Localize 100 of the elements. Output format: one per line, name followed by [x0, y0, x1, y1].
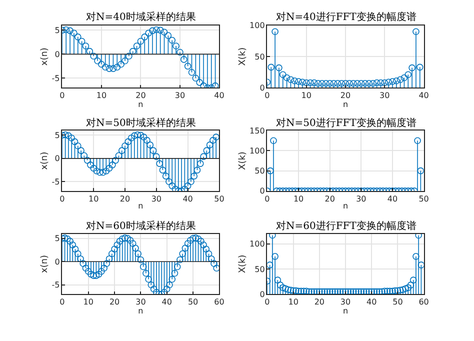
x-axis-title: n [138, 201, 144, 210]
point [284, 286, 292, 294]
x-axis-title: n [342, 201, 348, 210]
point [407, 282, 414, 288]
point [194, 166, 201, 174]
point [302, 288, 310, 294]
x-tick-label: 20 [340, 91, 351, 100]
x-tick-label: 10 [293, 194, 304, 204]
point [114, 242, 121, 248]
point [269, 234, 276, 239]
point [198, 238, 204, 245]
point [82, 42, 90, 50]
point [308, 288, 315, 294]
point [404, 71, 412, 78]
x-tick-label: 30 [356, 194, 366, 204]
point [146, 142, 154, 148]
point [354, 80, 361, 87]
point [150, 286, 158, 292]
chart-title: 对N=40时域采样的结果 [86, 11, 196, 23]
point [350, 288, 357, 294]
point [318, 80, 326, 87]
y-axis-title: X(k) [238, 152, 248, 170]
point [310, 79, 318, 86]
point [74, 34, 82, 40]
point [322, 80, 330, 87]
point [352, 288, 360, 294]
point [210, 260, 218, 267]
point [78, 147, 84, 154]
x-axis-title: n [342, 100, 348, 110]
point [98, 268, 105, 275]
point [172, 186, 179, 191]
point [206, 142, 214, 148]
point [122, 142, 128, 150]
point [118, 60, 124, 68]
x-axis-title: n [138, 100, 144, 110]
point [95, 270, 102, 278]
point [338, 80, 345, 87]
point [98, 60, 105, 68]
x-tick-label: 40 [214, 91, 224, 100]
point [174, 263, 181, 270]
point [205, 250, 212, 258]
point [179, 250, 186, 258]
point [389, 78, 396, 85]
y-tick-label: 5 [54, 234, 60, 244]
point [132, 244, 139, 252]
x-axis-title: n [342, 306, 348, 316]
point [166, 281, 173, 288]
point [118, 147, 126, 154]
y-tick-label: 0 [54, 50, 60, 59]
point [112, 156, 119, 164]
point [362, 288, 370, 294]
point [268, 64, 275, 71]
point [400, 286, 406, 294]
point [192, 234, 200, 242]
point [140, 263, 147, 270]
point [190, 172, 198, 180]
point [69, 242, 76, 248]
point [212, 82, 219, 88]
point [412, 253, 420, 260]
point [279, 284, 286, 291]
y-tick-label: 100 [250, 240, 265, 249]
point [276, 64, 282, 72]
point [196, 79, 203, 86]
point [163, 286, 170, 292]
point [128, 134, 135, 142]
chart-title: 对N=50进行FFT变换的幅度谱 [276, 117, 416, 129]
point [129, 240, 136, 247]
x-tick-label: 30 [174, 91, 186, 100]
point [210, 136, 216, 144]
point [306, 288, 312, 294]
point [412, 28, 420, 36]
x-tick-label: 40 [162, 298, 172, 307]
point [368, 288, 375, 294]
y-tick-label: 150 [250, 126, 265, 136]
point [295, 288, 302, 294]
point [332, 288, 338, 294]
point [355, 288, 362, 294]
point [102, 168, 110, 174]
point [74, 142, 82, 150]
chart-title: 对N=40进行FFT变换的幅度谱 [276, 11, 416, 23]
point [131, 132, 138, 140]
point [88, 270, 94, 278]
point [150, 147, 157, 154]
point [129, 48, 136, 55]
point [140, 134, 148, 140]
point [74, 250, 82, 258]
point [202, 246, 210, 252]
point [366, 80, 372, 87]
point [168, 182, 176, 190]
x-tick-label: 50 [188, 298, 198, 307]
point [358, 288, 365, 294]
point [86, 48, 94, 55]
point [404, 284, 412, 291]
y-tick-label: 100 [250, 146, 265, 156]
x-tick-label: 20 [136, 91, 146, 100]
point [184, 62, 192, 70]
point [272, 28, 278, 36]
y-axis-title: x(n) [40, 152, 50, 170]
y-tick-label: 5 [54, 131, 60, 140]
y-axis-title: x(n) [40, 48, 50, 66]
